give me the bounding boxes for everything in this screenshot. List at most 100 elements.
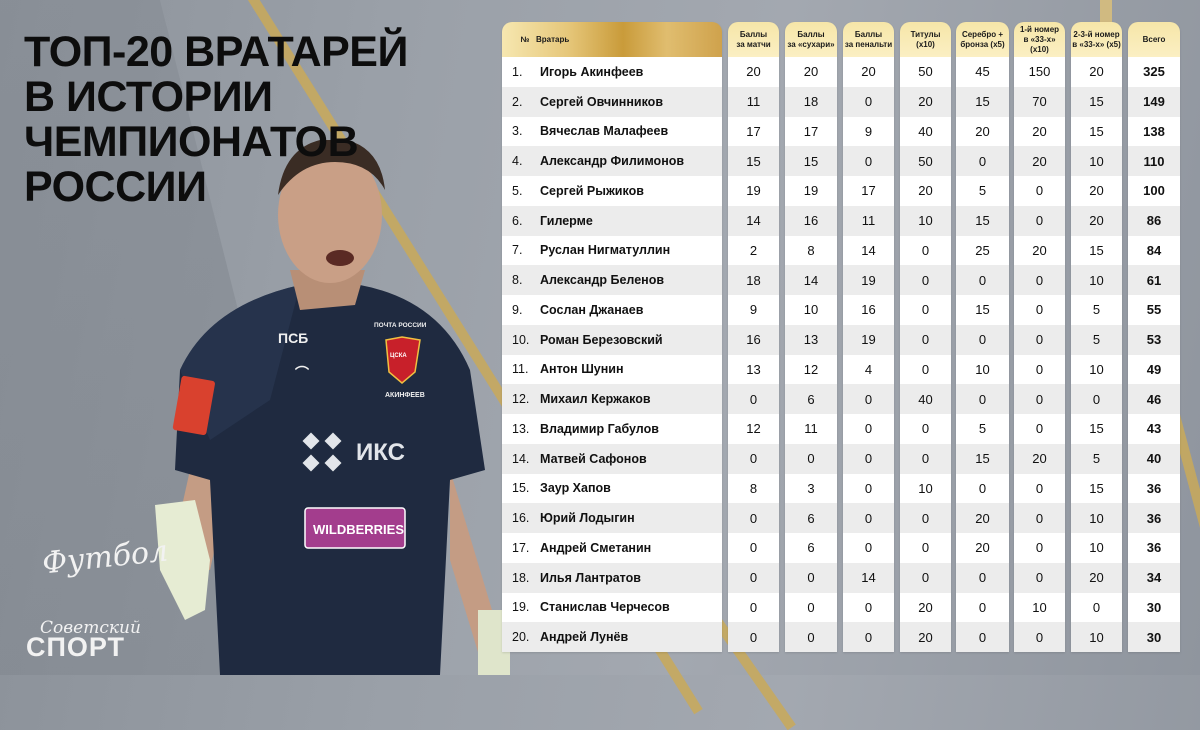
score-cell: 16: [728, 324, 779, 355]
score-cell: 0: [900, 324, 951, 355]
score-cell: 0: [728, 503, 779, 533]
score-cell: 17: [785, 116, 837, 147]
goalkeeper-name: Юрий Лодыгин: [540, 511, 635, 526]
score-cell: 0: [1071, 592, 1122, 623]
goalkeeper-name: Михаил Кержаков: [540, 392, 651, 407]
goalkeeper-photo: ПСБ ПОЧТА РОССИИ ЦСКА АКИНФЕЕВ ⌒ ИКС WIL…: [155, 140, 510, 675]
score-cell: 14: [843, 562, 894, 593]
score-cell: 20: [900, 622, 951, 652]
score-cell: 17: [728, 116, 779, 147]
goalkeeper-name: Матвей Сафонов: [540, 451, 647, 466]
score-cell: 15: [956, 205, 1009, 236]
score-cell: 6: [785, 384, 837, 414]
score-cell: 11: [785, 414, 837, 444]
score-cell: 19: [785, 176, 837, 206]
table-column-cleansheet-points: Баллы за «сухари» 20 18 17 15 19 16 8 14 10 13 12 6…: [785, 22, 837, 652]
rank-number: 11.: [512, 362, 529, 377]
score-cell: 0: [785, 592, 837, 623]
table-row: 20. Андрей Лунёв: [502, 622, 722, 652]
score-cell: 17: [843, 176, 894, 206]
score-cell: 12: [785, 354, 837, 385]
score-cell: 20: [1071, 205, 1122, 236]
table-column-goalkeeper: № Вратарь 1. Игорь Акинфеев 2. Сергей Овчин…: [502, 22, 722, 652]
score-cell: 20: [1071, 562, 1122, 593]
rank-number: 7.: [512, 243, 523, 258]
score-cell: 0: [1014, 265, 1065, 295]
rank-number: 2.: [512, 94, 523, 109]
score-cell: 20: [728, 57, 779, 87]
score-cell: 0: [843, 503, 894, 533]
total-cell: 110: [1128, 146, 1180, 176]
svg-text:WILDBERRIES: WILDBERRIES: [313, 522, 404, 537]
total-cell: 30: [1128, 622, 1180, 652]
score-cell: 45: [956, 57, 1009, 87]
score-cell: 0: [1071, 384, 1122, 414]
score-cell: 0: [1014, 473, 1065, 504]
jersey-sponsor: ПСБ: [278, 330, 308, 346]
score-cell: 0: [728, 533, 779, 563]
rank-number: 6.: [512, 213, 523, 228]
goalkeeper-name: Андрей Сметанин: [540, 540, 652, 555]
score-cell: 18: [785, 86, 837, 117]
rank-number: 12.: [512, 392, 530, 407]
score-cell: 0: [728, 622, 779, 652]
table-row: 10. Роман Березовский: [502, 324, 722, 355]
score-cell: 15: [1071, 116, 1122, 147]
score-cell: 10: [900, 473, 951, 504]
score-cell: 20: [1071, 57, 1122, 87]
header-match-points: Баллы за матчи: [728, 22, 779, 57]
table-row: 1. Игорь Акинфеев: [502, 57, 722, 87]
table-row: 4. Александр Филимонов: [502, 146, 722, 176]
table-row: 7. Руслан Нигматуллин: [502, 235, 722, 266]
table-row: 18. Илья Лантратов: [502, 562, 722, 593]
score-cell: 0: [956, 324, 1009, 355]
score-cell: 0: [1014, 324, 1065, 355]
score-cell: 0: [1014, 414, 1065, 444]
score-cell: 20: [900, 176, 951, 206]
total-cell: 84: [1128, 235, 1180, 266]
total-cell: 49: [1128, 354, 1180, 385]
score-cell: 16: [785, 205, 837, 236]
score-cell: 20: [900, 592, 951, 623]
total-cell: 36: [1128, 533, 1180, 563]
score-cell: 0: [843, 473, 894, 504]
title-line: ЧЕМПИОНАТОВ: [24, 118, 359, 166]
total-cell: 30: [1128, 592, 1180, 623]
score-cell: 0: [1014, 354, 1065, 385]
score-cell: 8: [785, 235, 837, 266]
score-cell: 9: [843, 116, 894, 147]
score-cell: 5: [1071, 324, 1122, 355]
score-cell: 0: [843, 443, 894, 474]
score-cell: 150: [1014, 57, 1065, 87]
table-row: 9. Сослан Джанаев: [502, 295, 722, 325]
header-second-third-33: 2-3-й номер в «33-х» (x5): [1071, 22, 1122, 57]
total-cell: 325: [1128, 57, 1180, 87]
score-cell: 10: [1071, 533, 1122, 563]
score-cell: 0: [785, 622, 837, 652]
goalkeeper-name: Антон Шунин: [540, 362, 624, 377]
score-cell: 16: [843, 295, 894, 325]
goalkeeper-name: Илья Лантратов: [540, 570, 641, 585]
table-row: 3. Вячеслав Малафеев: [502, 116, 722, 147]
score-cell: 14: [843, 235, 894, 266]
score-cell: 0: [900, 354, 951, 385]
total-cell: 46: [1128, 384, 1180, 414]
score-cell: 20: [900, 86, 951, 117]
total-cell: 53: [1128, 324, 1180, 355]
score-cell: 0: [956, 592, 1009, 623]
score-cell: 20: [785, 57, 837, 87]
rank-number: 1.: [512, 64, 523, 79]
rank-number: 19.: [512, 600, 530, 615]
score-cell: 0: [1014, 205, 1065, 236]
rank-number: 17.: [512, 540, 530, 555]
score-cell: 10: [956, 354, 1009, 385]
score-cell: 13: [785, 324, 837, 355]
score-cell: 0: [728, 443, 779, 474]
score-cell: 0: [1014, 384, 1065, 414]
score-cell: 9: [728, 295, 779, 325]
goalkeeper-name: Роман Березовский: [540, 332, 663, 347]
score-cell: 0: [900, 265, 951, 295]
score-cell: 0: [785, 562, 837, 593]
score-cell: 19: [843, 265, 894, 295]
score-cell: 5: [1071, 443, 1122, 474]
